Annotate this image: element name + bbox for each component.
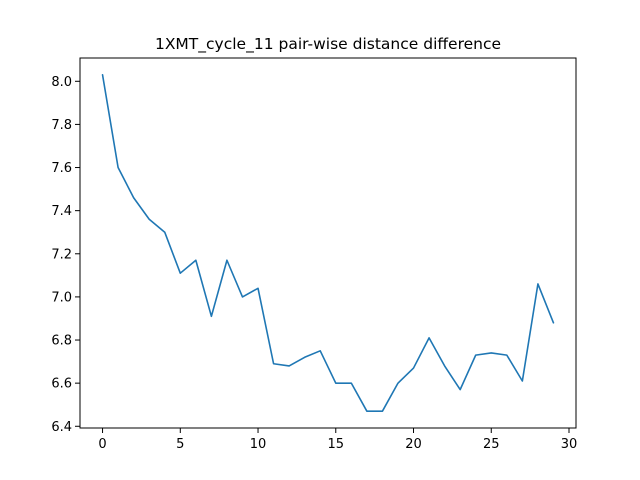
plot-frame xyxy=(79,57,577,429)
x-tick-label: 20 xyxy=(405,437,422,452)
y-tick-label: 6.8 xyxy=(51,334,72,349)
y-tick-label: 6.4 xyxy=(51,420,72,435)
series-layer xyxy=(101,74,555,412)
y-tick-label: 7.2 xyxy=(51,247,72,262)
y-axis: 6.4 6.6 6.8 7.0 7.2 7.4 7.6 7.8 8.0 xyxy=(51,75,80,435)
x-axis: 0 5 10 15 20 25 30 xyxy=(98,428,577,452)
y-tick-label: 7.0 xyxy=(51,290,72,305)
x-tick-label: 30 xyxy=(561,437,578,452)
chart-title: 1XMT_cycle_11 pair-wise distance differe… xyxy=(155,35,501,54)
x-tick-label: 5 xyxy=(176,437,184,452)
y-tick-label: 7.8 xyxy=(51,118,72,133)
y-tick-label: 7.6 xyxy=(51,161,72,176)
x-tick-label: 15 xyxy=(328,437,345,452)
y-tick-label: 8.0 xyxy=(51,75,72,90)
y-tick-label: 7.4 xyxy=(51,204,72,219)
series-line-0 xyxy=(101,74,555,412)
x-tick-label: 10 xyxy=(250,437,267,452)
x-tick-label: 0 xyxy=(98,437,106,452)
x-tick-label: 25 xyxy=(483,437,500,452)
y-tick-label: 6.6 xyxy=(51,377,72,392)
